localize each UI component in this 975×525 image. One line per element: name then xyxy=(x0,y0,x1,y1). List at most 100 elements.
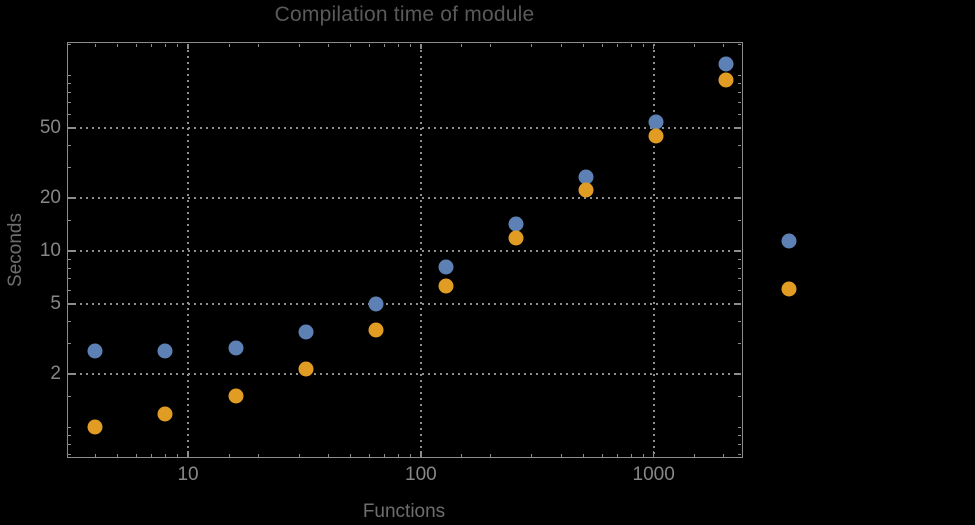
x-minor-tick xyxy=(257,43,259,47)
x-minor-tick xyxy=(384,43,386,47)
y-major-tick xyxy=(735,127,741,129)
y-minor-tick xyxy=(68,267,71,269)
y-minor-tick xyxy=(68,101,71,103)
y-tick-label: 5 xyxy=(50,292,61,314)
y-major-tick xyxy=(68,250,74,252)
x-minor-tick xyxy=(298,453,300,457)
y-minor-tick xyxy=(738,101,741,103)
data-point-orange-series xyxy=(298,361,314,376)
y-minor-tick xyxy=(738,342,741,344)
x-minor-tick xyxy=(630,43,632,47)
y-minor-tick xyxy=(738,426,741,428)
y-axis-label: Seconds xyxy=(5,213,26,287)
chart-title: Compilation time of module xyxy=(274,3,535,26)
y-minor-tick xyxy=(68,74,71,76)
x-minor-tick xyxy=(368,453,370,457)
y-minor-tick xyxy=(738,82,741,84)
y-minor-tick xyxy=(738,277,741,279)
plot-frame xyxy=(66,42,743,458)
data-point-blue-series xyxy=(578,169,594,185)
data-point-orange-series xyxy=(718,72,734,88)
y-tick-label: 2 xyxy=(50,363,61,385)
data-point-blue-series xyxy=(228,340,244,356)
y-major-tick xyxy=(735,197,741,199)
x-minor-tick xyxy=(642,43,644,47)
x-minor-tick xyxy=(384,453,386,457)
data-point-blue-series xyxy=(157,343,173,359)
data-point-orange-series xyxy=(228,388,244,404)
y-minor-tick xyxy=(68,320,71,322)
x-minor-tick xyxy=(135,453,137,457)
y-minor-tick xyxy=(738,267,741,269)
x-minor-tick xyxy=(583,453,585,457)
x-minor-tick xyxy=(135,43,137,47)
y-gridline xyxy=(68,373,741,376)
x-tick-label: 1000 xyxy=(632,463,675,485)
data-point-orange-series xyxy=(648,128,664,144)
x-minor-tick xyxy=(94,43,96,47)
x-minor-tick xyxy=(327,43,329,47)
y-minor-tick xyxy=(68,289,71,291)
y-minor-tick xyxy=(68,277,71,279)
y-major-tick xyxy=(68,373,74,375)
y-major-tick xyxy=(735,250,741,252)
x-minor-tick xyxy=(164,453,166,457)
x-minor-tick xyxy=(397,43,399,47)
y-minor-tick xyxy=(68,453,71,455)
x-minor-tick xyxy=(723,453,725,457)
y-gridline xyxy=(68,197,741,200)
y-minor-tick xyxy=(738,395,741,397)
x-minor-tick xyxy=(327,453,329,457)
y-minor-tick xyxy=(68,443,71,445)
data-point-orange-series xyxy=(87,419,103,435)
x-minor-tick xyxy=(601,453,603,457)
y-minor-tick xyxy=(68,43,71,45)
x-major-tick xyxy=(420,43,422,49)
y-minor-tick xyxy=(738,91,741,93)
x-minor-tick xyxy=(723,43,725,47)
data-point-blue-series xyxy=(648,114,664,130)
x-minor-tick xyxy=(630,453,632,457)
y-gridline xyxy=(68,302,741,305)
x-minor-tick xyxy=(531,43,533,47)
y-minor-tick xyxy=(738,74,741,76)
data-point-blue-series xyxy=(718,56,734,72)
x-tick-label: 10 xyxy=(177,463,199,485)
y-minor-tick xyxy=(68,113,71,115)
x-minor-tick xyxy=(164,43,166,47)
y-minor-tick xyxy=(738,258,741,260)
x-minor-tick xyxy=(694,453,696,457)
x-minor-tick xyxy=(228,43,230,47)
x-minor-tick xyxy=(461,453,463,457)
orange-series-marker xyxy=(781,281,797,297)
y-major-tick xyxy=(68,303,74,305)
y-tick-label: 10 xyxy=(39,240,61,261)
data-point-orange-series xyxy=(578,182,594,198)
x-minor-tick xyxy=(583,43,585,47)
y-minor-tick xyxy=(738,144,741,146)
x-minor-tick xyxy=(409,453,411,457)
y-minor-tick xyxy=(68,91,71,93)
x-minor-tick xyxy=(531,453,533,457)
x-minor-tick xyxy=(228,453,230,457)
x-tick-label: 100 xyxy=(405,463,437,485)
y-major-tick xyxy=(68,127,74,129)
x-major-tick xyxy=(420,451,422,457)
x-minor-tick xyxy=(257,453,259,457)
x-minor-tick xyxy=(461,43,463,47)
y-minor-tick xyxy=(68,395,71,397)
y-minor-tick xyxy=(738,289,741,291)
y-minor-tick xyxy=(738,443,741,445)
data-point-blue-series xyxy=(368,296,384,312)
data-point-orange-series xyxy=(508,230,524,246)
x-minor-tick xyxy=(176,453,178,457)
y-minor-tick xyxy=(68,219,71,221)
y-major-tick xyxy=(68,197,74,199)
data-point-orange-series xyxy=(438,278,454,294)
y-tick-label: 20 xyxy=(39,187,61,209)
blue-series-marker xyxy=(781,233,797,249)
x-minor-tick xyxy=(117,43,119,47)
y-minor-tick xyxy=(68,342,71,344)
x-minor-tick xyxy=(490,453,492,457)
